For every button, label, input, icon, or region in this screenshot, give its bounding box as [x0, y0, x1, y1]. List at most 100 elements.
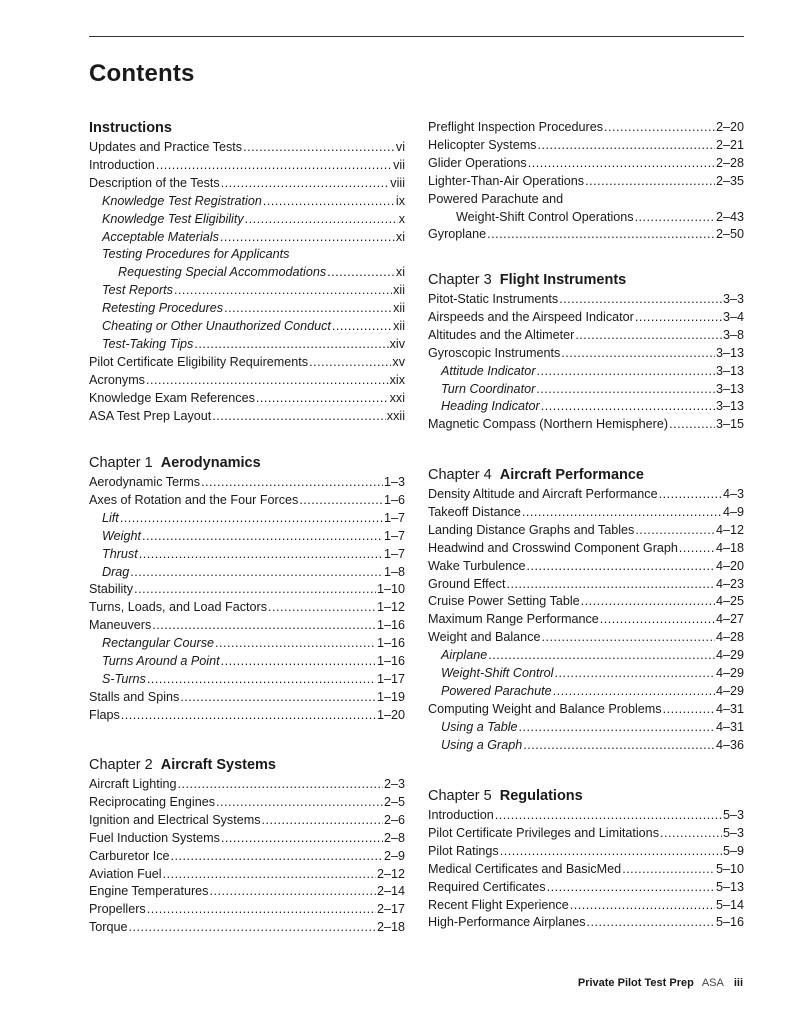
dot-leader: [256, 390, 389, 408]
dot-leader: [121, 707, 376, 725]
toc-entry[interactable]: Wake Turbulence 4–20: [428, 558, 744, 576]
dot-leader: [500, 843, 722, 861]
toc-entry[interactable]: Density Altitude and Aircraft Performanc…: [428, 486, 744, 504]
toc-entry[interactable]: Stability 1–10: [89, 581, 405, 599]
toc-entry[interactable]: Stalls and Spins 1–19: [89, 689, 405, 707]
toc-entry-label: Knowledge Exam References: [89, 390, 255, 405]
toc-entry[interactable]: Introduction 5–3: [428, 807, 744, 825]
toc-entry[interactable]: Glider Operations 2–28: [428, 155, 744, 173]
toc-entry[interactable]: Helicopter Systems 2–21: [428, 137, 744, 155]
toc-entry[interactable]: Computing Weight and Balance Problems 4–3…: [428, 701, 744, 719]
toc-entry[interactable]: Magnetic Compass (Northern Hemisphere) 3–…: [428, 416, 744, 434]
toc-entry[interactable]: Pitot-Static Instruments 3–3: [428, 291, 744, 309]
toc-entry[interactable]: Carburetor Ice 2–9: [89, 848, 405, 866]
toc-entry[interactable]: Introduction vii: [89, 157, 405, 175]
toc-entry-label: Pitot-Static Instruments: [428, 292, 559, 306]
toc-entry[interactable]: Test-Taking Tips xiv: [89, 336, 405, 354]
toc-entry[interactable]: Axes of Rotation and the Four Forces 1–6: [89, 492, 405, 510]
toc-entry[interactable]: Weight and Balance 4–28: [428, 629, 744, 647]
toc-entry[interactable]: Preflight Inspection Procedures 2–20: [428, 119, 744, 137]
toc-entry[interactable]: Landing Distance Graphs and Tables 4–12: [428, 522, 744, 540]
toc-entry[interactable]: Acceptable Materials xi: [89, 229, 405, 247]
toc-entry[interactable]: Lighter-Than-Air Operations 2–35: [428, 173, 744, 191]
toc-entry-label: Cheating or Other Unauthorized Conduct: [102, 319, 331, 334]
toc-entry[interactable]: Takeoff Distance 4–9: [428, 504, 744, 522]
toc-page-number: 3–13: [715, 381, 744, 396]
toc-entry[interactable]: ASA Test Prep Layout xxii: [89, 408, 405, 426]
toc-entry[interactable]: Airplane 4–29: [428, 647, 744, 665]
toc-entry[interactable]: Weight-Shift Control 4–29: [428, 665, 744, 683]
toc-entry[interactable]: Powered Parachute and Weight-Shift Contro…: [428, 191, 744, 227]
toc-entry[interactable]: Knowledge Exam References xxi: [89, 390, 405, 408]
toc-entry[interactable]: Retesting Procedures xii: [89, 300, 405, 318]
toc-entry[interactable]: Heading Indicator 3–13: [428, 398, 744, 416]
toc-entry[interactable]: Ignition and Electrical Systems 2–6: [89, 812, 405, 830]
toc-page-number: 5–16: [715, 915, 744, 930]
dot-leader: [528, 155, 715, 173]
toc-entry[interactable]: Pilot Certificate Privileges and Limitat…: [428, 825, 744, 843]
toc-entry[interactable]: Pilot Ratings 5–9: [428, 843, 744, 861]
toc-entry-label: Required Certificates: [428, 879, 546, 894]
toc-entry[interactable]: Maximum Range Performance 4–27: [428, 611, 744, 629]
toc-entry[interactable]: Gyroplane 2–50: [428, 226, 744, 244]
toc-entry-label: Propellers: [89, 902, 146, 917]
toc-entry[interactable]: Knowledge Test Eligibility x: [89, 211, 405, 229]
toc-entry-row: Axes of Rotation and the Four Forces 1–6: [89, 492, 405, 510]
toc-entry[interactable]: Using a Graph 4–36: [428, 737, 744, 755]
dot-leader: [585, 173, 715, 191]
toc-page-number: 2–17: [376, 902, 405, 917]
toc-entry[interactable]: Pilot Certificate Eligibility Requiremen…: [89, 354, 405, 372]
dot-leader: [622, 861, 715, 879]
toc-entry[interactable]: High-Performance Airplanes 5–16: [428, 914, 744, 932]
toc-entry[interactable]: Medical Certificates and BasicMed 5–10: [428, 861, 744, 879]
toc-page-number: 2–3: [383, 777, 405, 791]
toc-entry[interactable]: Altitudes and the Altimeter 3–8: [428, 327, 744, 345]
toc-entry-label: Drag: [102, 564, 130, 579]
toc-entry[interactable]: Acronyms xix: [89, 372, 405, 390]
toc-entry[interactable]: Headwind and Crosswind Component Graph 4–…: [428, 540, 744, 558]
toc-entry[interactable]: Cruise Power Setting Table 4–25: [428, 593, 744, 611]
toc-entry[interactable]: Cheating or Other Unauthorized Conduct xi…: [89, 318, 405, 336]
toc-entry[interactable]: Description of the Tests viii: [89, 175, 405, 193]
toc-entry[interactable]: Airspeeds and the Airspeed Indicator 3–4: [428, 309, 744, 327]
toc-entry[interactable]: Drag 1–8: [89, 564, 405, 582]
toc-entry[interactable]: Required Certificates 5–13: [428, 879, 744, 897]
toc-entry[interactable]: Turns Around a Point 1–16: [89, 653, 405, 671]
toc-entry-label: Powered Parachute: [441, 683, 552, 698]
toc-entry[interactable]: Gyroscopic Instruments 3–13: [428, 345, 744, 363]
toc-entry-row: Airplane 4–29: [441, 647, 744, 665]
toc-entry[interactable]: Testing Procedures for Applicants Request…: [89, 246, 405, 282]
toc-entry[interactable]: Ground Effect 4–23: [428, 576, 744, 594]
toc-entry[interactable]: Aviation Fuel 2–12: [89, 866, 405, 884]
dot-leader: [243, 139, 395, 157]
toc-entry[interactable]: Maneuvers 1–16: [89, 617, 405, 635]
toc-entry[interactable]: Propellers 2–17: [89, 901, 405, 919]
toc-entry[interactable]: Rectangular Course 1–16: [89, 635, 405, 653]
toc-entry[interactable]: Updates and Practice Tests vi: [89, 139, 405, 157]
toc-page-number: 2–43: [715, 209, 744, 224]
toc-entry[interactable]: Knowledge Test Registration ix: [89, 193, 405, 211]
toc-entry[interactable]: Turns, Loads, and Load Factors 1–12: [89, 599, 405, 617]
toc-entry[interactable]: Test Reports xii: [89, 282, 405, 300]
toc-entry[interactable]: Torque 2–18: [89, 919, 405, 937]
toc-entry-row: Introduction vii: [89, 157, 405, 175]
toc-page-number: 4–29: [715, 648, 744, 663]
toc-entry-label: Headwind and Crosswind Component Graph: [428, 540, 678, 555]
toc-entry[interactable]: Flaps 1–20: [89, 707, 405, 725]
toc-entry[interactable]: Engine Temperatures 2–14: [89, 883, 405, 901]
toc-entry[interactable]: Thrust 1–7: [89, 546, 405, 564]
dot-leader: [201, 474, 383, 492]
toc-entry[interactable]: Weight 1–7: [89, 528, 405, 546]
toc-entry[interactable]: Turn Coordinator 3–13: [428, 381, 744, 399]
toc-entry[interactable]: S-Turns 1–17: [89, 671, 405, 689]
dot-leader: [263, 193, 395, 211]
toc-entry[interactable]: Powered Parachute 4–29: [428, 683, 744, 701]
toc-entry[interactable]: Attitude Indicator 3–13: [428, 363, 744, 381]
toc-entry[interactable]: Using a Table 4–31: [428, 719, 744, 737]
toc-entry[interactable]: Aerodynamic Terms 1–3: [89, 474, 405, 492]
toc-entry[interactable]: Fuel Induction Systems 2–8: [89, 830, 405, 848]
toc-entry[interactable]: Recent Flight Experience 5–14: [428, 897, 744, 915]
toc-entry[interactable]: Lift 1–7: [89, 510, 405, 528]
toc-entry[interactable]: Reciprocating Engines 2–5: [89, 794, 405, 812]
toc-entry[interactable]: Aircraft Lighting 2–3: [89, 776, 405, 794]
